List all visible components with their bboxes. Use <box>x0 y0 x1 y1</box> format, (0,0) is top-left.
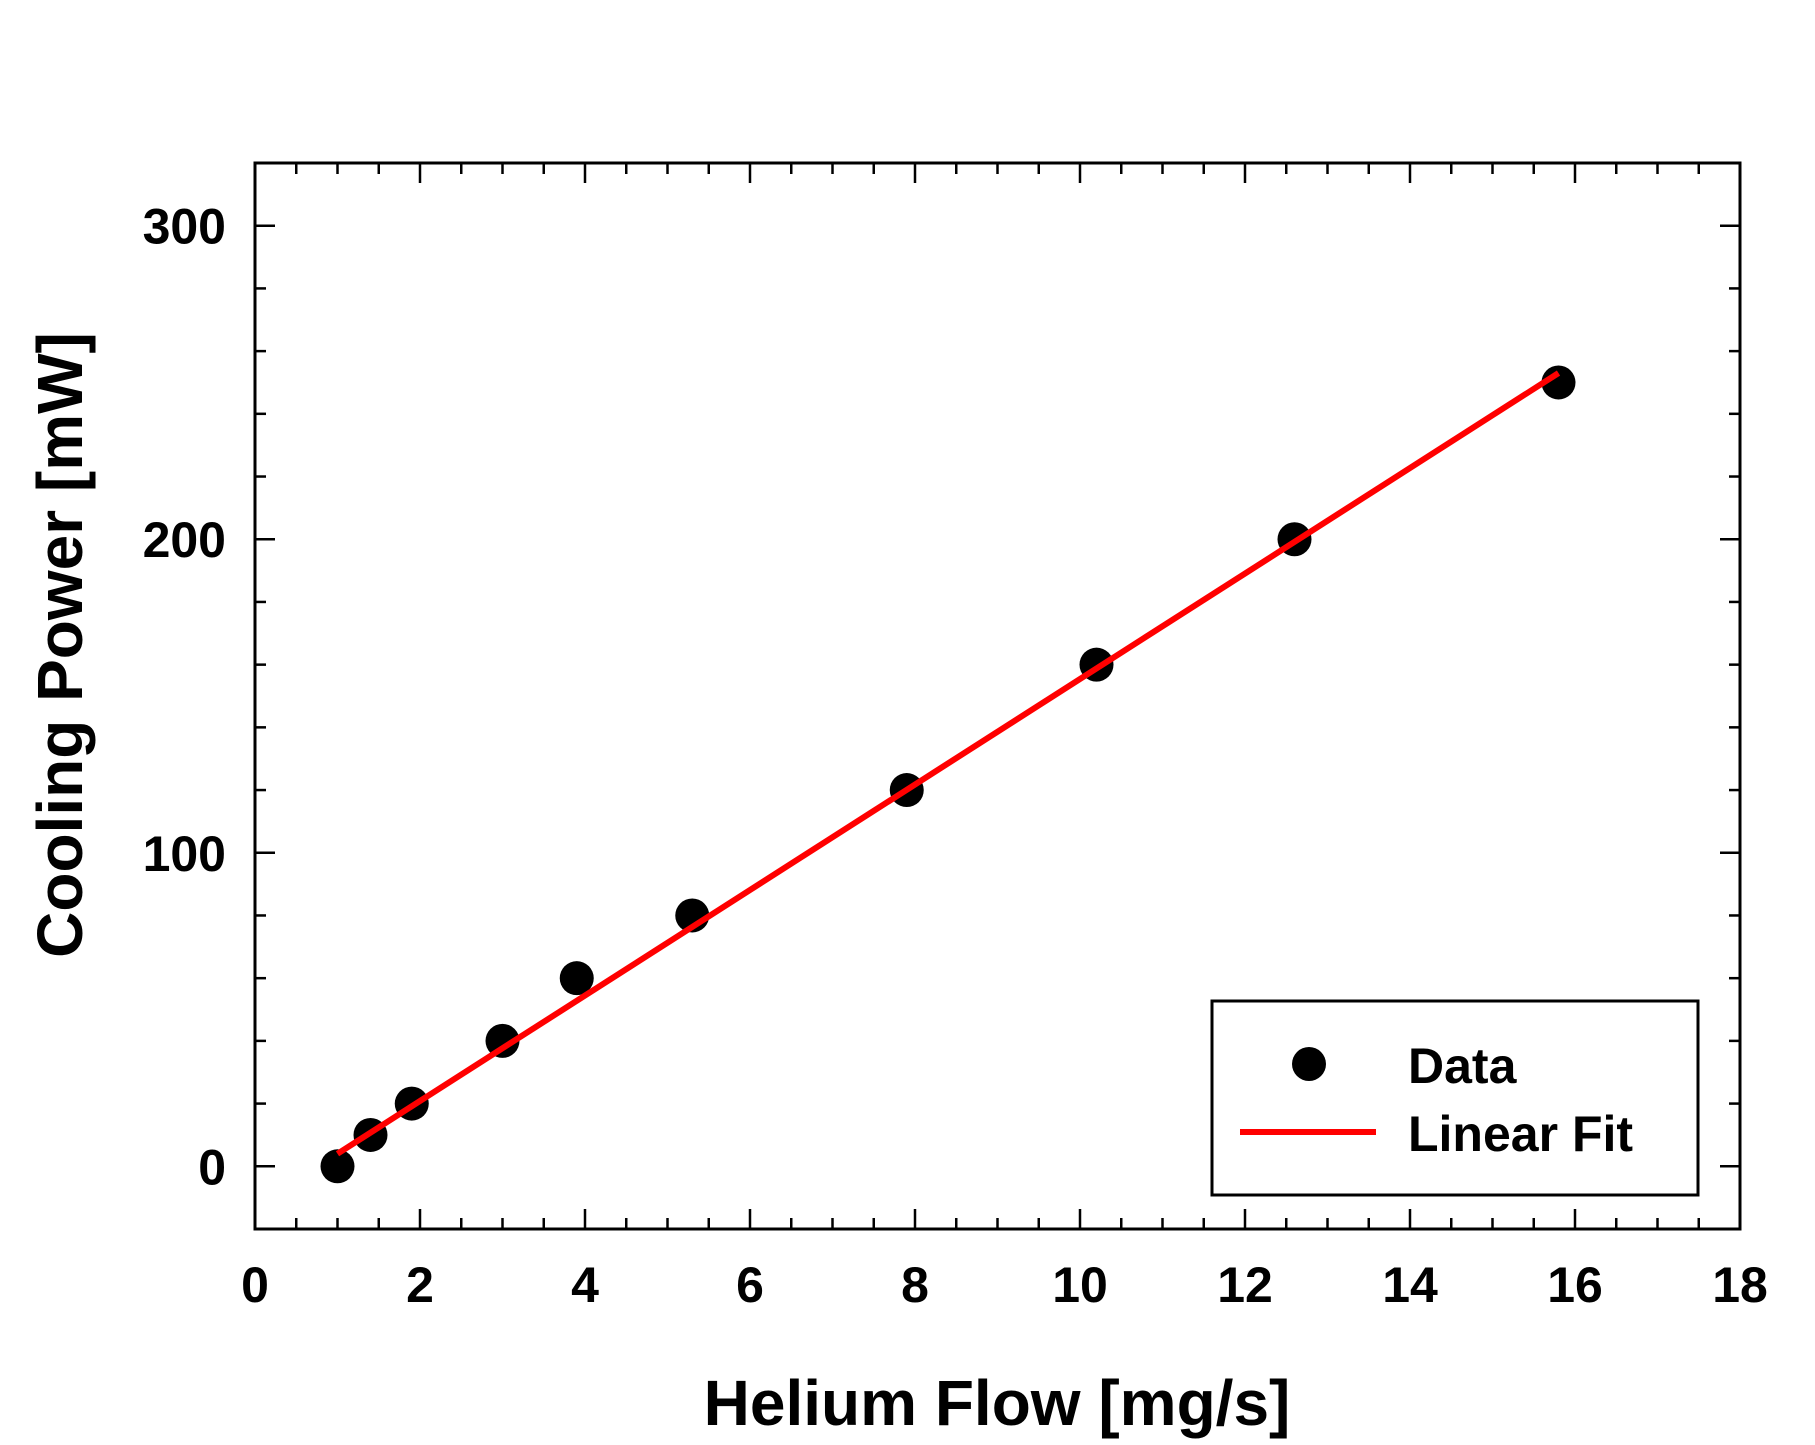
x-tick-label: 6 <box>736 1257 764 1313</box>
y-axis-ticks <box>255 161 1740 1168</box>
legend-box <box>1210 999 1700 1197</box>
linear-fit-layer <box>335 370 1561 1157</box>
data-point <box>485 1023 520 1058</box>
x-tick-label: 16 <box>1547 1257 1603 1313</box>
legend: Data Linear Fit <box>1210 999 1700 1197</box>
y-tick-label: 200 <box>143 512 226 568</box>
legend-fit-label: Linear Fit <box>1408 1106 1633 1162</box>
legend-data-marker <box>1292 1047 1326 1081</box>
legend-data-label: Data <box>1408 1038 1518 1094</box>
x-tick-label: 18 <box>1712 1257 1768 1313</box>
x-tick-label: 2 <box>406 1257 434 1313</box>
x-tick-label: 12 <box>1217 1257 1273 1313</box>
x-tick-label: 4 <box>571 1257 599 1313</box>
x-axis-ticks <box>253 163 1742 1229</box>
x-axis-title: Helium Flow [mg/s] <box>704 1367 1291 1439</box>
y-tick-label: 0 <box>198 1139 226 1195</box>
x-tick-label: 14 <box>1382 1257 1438 1313</box>
x-tick-label: 0 <box>241 1257 269 1313</box>
data-point <box>320 1149 355 1184</box>
data-point <box>559 961 594 996</box>
x-axis-tick-labels: 0 2 4 6 8 10 12 14 16 18 <box>241 1257 1768 1313</box>
y-axis-tick-labels: 0 100 200 300 <box>143 199 226 1196</box>
linear-fit-line <box>335 370 1561 1157</box>
x-tick-label: 10 <box>1052 1257 1108 1313</box>
data-point <box>1541 365 1576 400</box>
y-tick-label: 100 <box>143 826 226 882</box>
x-tick-label: 8 <box>901 1257 929 1313</box>
y-tick-label: 300 <box>143 199 226 255</box>
y-axis-title: Cooling Power [mW] <box>24 332 96 958</box>
